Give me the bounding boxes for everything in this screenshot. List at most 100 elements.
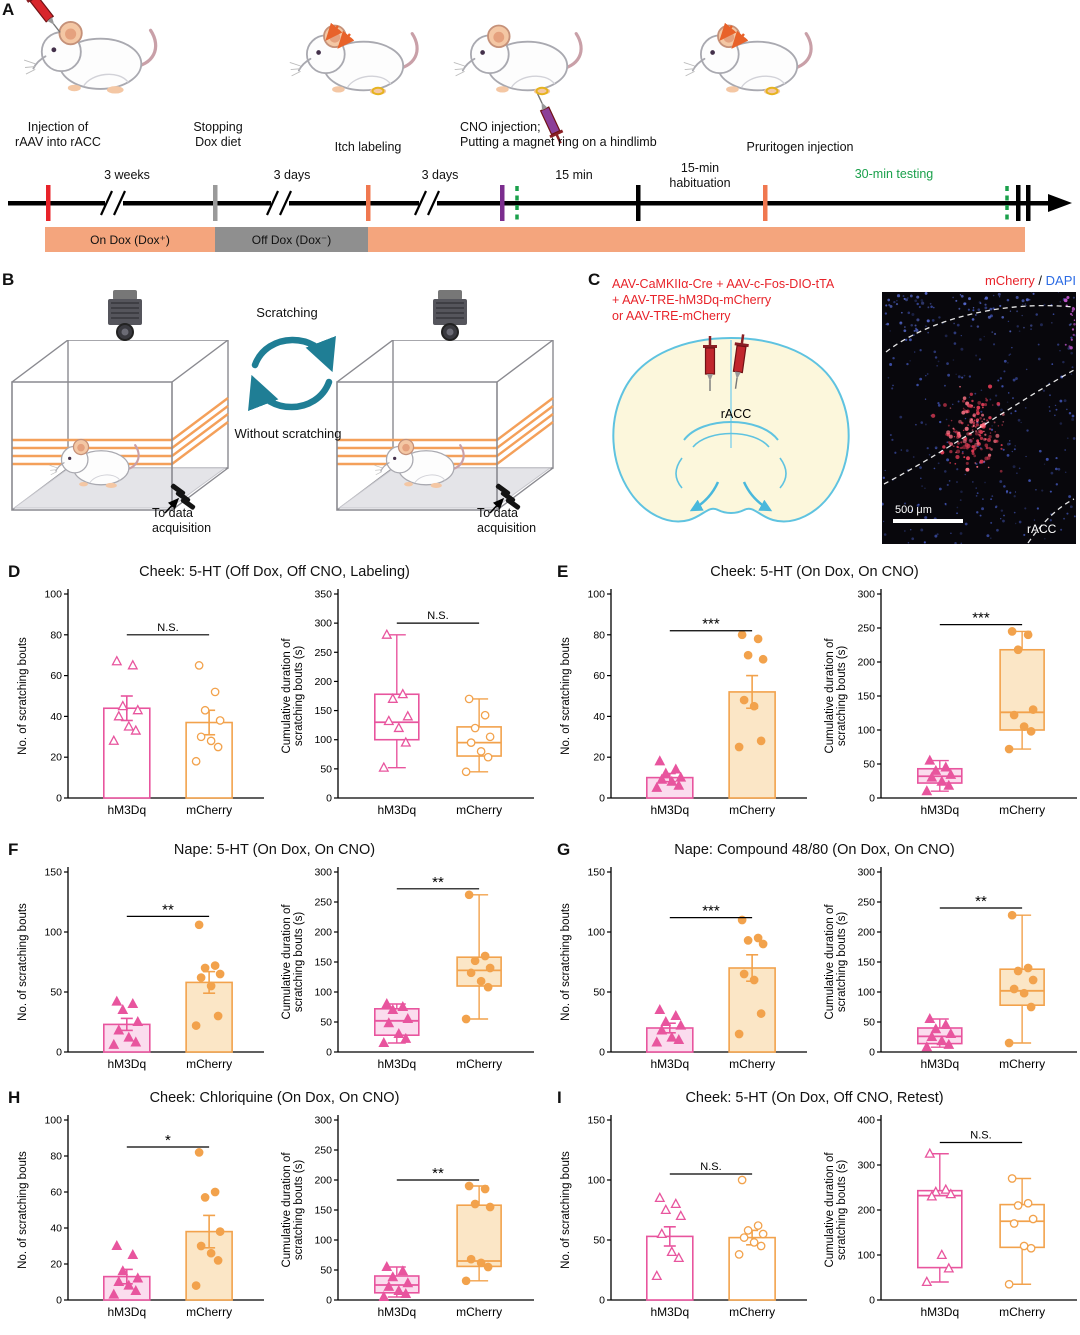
bar-chart: 0 50 100 150 No. of scratching bouts hM3Dq mCh… bbox=[560, 867, 807, 1071]
data-point bbox=[213, 1011, 223, 1021]
data-point bbox=[485, 963, 495, 973]
y-tick-label: 50 bbox=[320, 763, 332, 775]
data-point bbox=[940, 1019, 952, 1030]
label-cno-injection: CNO injection; Putting a magnet ring on … bbox=[460, 120, 657, 150]
y-tick-label: 80 bbox=[593, 629, 605, 641]
data-point bbox=[117, 1004, 129, 1015]
data-point bbox=[673, 1252, 685, 1263]
panel-e-label: E bbox=[557, 562, 569, 581]
data-point bbox=[108, 1288, 120, 1299]
data-point bbox=[111, 655, 123, 666]
micrograph-cells bbox=[882, 292, 1076, 544]
data-point bbox=[397, 1001, 409, 1012]
data-point bbox=[924, 754, 936, 765]
chamber-illustration bbox=[10, 340, 230, 512]
y-tick-label: 400 bbox=[857, 1115, 875, 1127]
data-point bbox=[113, 710, 125, 721]
y-tick-label: 200 bbox=[314, 1175, 332, 1187]
data-point bbox=[213, 742, 223, 752]
off-dox-bar: Off Dox (Dox⁻) bbox=[215, 227, 368, 252]
label-without-scratching: Without scratching bbox=[234, 426, 342, 441]
y-tick-label: 0 bbox=[869, 793, 875, 805]
data-point bbox=[483, 1262, 493, 1272]
data-point bbox=[1007, 1174, 1017, 1183]
y-axis-label: No. of scratching bouts bbox=[17, 903, 29, 1021]
data-point bbox=[206, 736, 216, 746]
data-point bbox=[476, 1258, 486, 1268]
x-category-label: hM3Dq bbox=[377, 1057, 416, 1071]
data-point bbox=[111, 995, 123, 1006]
data-point bbox=[758, 939, 768, 949]
tick-habituation bbox=[636, 185, 641, 221]
data-point bbox=[945, 768, 957, 779]
data-point bbox=[1004, 1038, 1014, 1048]
data-point bbox=[651, 781, 663, 792]
y-tick-label: 200 bbox=[857, 657, 875, 669]
data-point bbox=[402, 1013, 414, 1024]
data-point bbox=[926, 1190, 938, 1201]
y-axis-label: No. of scratching bouts bbox=[560, 637, 572, 755]
brain-diagram: rACC bbox=[612, 333, 850, 523]
y-tick-label: 20 bbox=[50, 1259, 62, 1271]
data-point bbox=[127, 998, 139, 1009]
data-point bbox=[123, 1031, 135, 1042]
scale-bar bbox=[893, 519, 963, 523]
data-point bbox=[749, 1238, 759, 1247]
data-point bbox=[924, 1013, 936, 1024]
camera-icon bbox=[432, 290, 468, 341]
data-point bbox=[749, 701, 759, 711]
y-tick-label: 60 bbox=[50, 1187, 62, 1199]
timeline-illustration bbox=[8, 0, 1072, 221]
data-point bbox=[117, 1265, 129, 1276]
data-point bbox=[123, 720, 135, 731]
chart-duration: 0 100 200 300 400 Cumulative duration of scrat… bbox=[823, 1108, 1080, 1335]
y-tick-label: 150 bbox=[587, 1115, 605, 1127]
data-point bbox=[651, 1270, 663, 1281]
tick-cno bbox=[500, 185, 505, 221]
data-point bbox=[924, 1147, 936, 1158]
y-tick-label: 50 bbox=[593, 1235, 605, 1247]
data-point bbox=[654, 1192, 666, 1203]
panel-h-label: H bbox=[8, 1088, 21, 1107]
data-point bbox=[734, 1250, 744, 1259]
data-point bbox=[734, 742, 744, 752]
label-15-min: 15 min bbox=[555, 168, 593, 182]
y-tick-label: 300 bbox=[314, 867, 332, 879]
box-mCherry bbox=[999, 1203, 1045, 1249]
chart-bouts: 0 20 40 60 80 100 No. of scratching bouts hM3Dq… bbox=[553, 582, 813, 833]
x-category-label: hM3Dq bbox=[920, 1305, 959, 1319]
y-tick-label: 200 bbox=[314, 927, 332, 939]
data-point bbox=[466, 968, 476, 978]
y-tick-label: 300 bbox=[314, 1115, 332, 1127]
data-point bbox=[660, 1204, 672, 1215]
chart-duration: 0 50 100 150 200 250 300 Cumulative duration of… bbox=[280, 860, 540, 1087]
data-point bbox=[660, 767, 672, 778]
data-point bbox=[756, 1009, 766, 1018]
panel-b: B Scratching Without scratching To data … bbox=[0, 270, 580, 560]
data-point bbox=[926, 1031, 938, 1042]
significance-label: *** bbox=[702, 903, 720, 920]
significance-label: N.S. bbox=[700, 1161, 721, 1173]
panel-h-title: Cheek: Chloriquine (On Dox, On CNO) bbox=[149, 1090, 400, 1106]
x-category-label: mCherry bbox=[456, 1057, 502, 1071]
data-point bbox=[1019, 722, 1029, 731]
chart-duration: 0 50 100 150 200 250 300 350 Cumulative duration… bbox=[280, 582, 540, 833]
data-point bbox=[1019, 1241, 1029, 1251]
y-tick-label: 100 bbox=[857, 1250, 875, 1262]
data-point bbox=[400, 1288, 412, 1299]
y-tick-label: 20 bbox=[593, 752, 605, 764]
y-tick-label: 100 bbox=[587, 589, 605, 601]
y-tick-label: 0 bbox=[599, 1047, 605, 1059]
data-point bbox=[483, 752, 493, 762]
y-tick-label: 50 bbox=[863, 1017, 875, 1029]
chart-duration: 0 50 100 150 200 250 300 Cumulative duration of… bbox=[823, 582, 1080, 833]
label-stopping-dox: Stopping Dox diet bbox=[193, 120, 243, 150]
data-point bbox=[480, 951, 490, 961]
y-tick-label: 0 bbox=[869, 1295, 875, 1307]
y-tick-label: 80 bbox=[50, 1151, 62, 1163]
data-point bbox=[654, 755, 666, 766]
bar-chart: 0 50 100 150 No. of scratching bouts hM3Dq mCh… bbox=[17, 867, 264, 1071]
data-point bbox=[651, 1036, 663, 1047]
data-point bbox=[943, 1038, 955, 1049]
data-point bbox=[464, 890, 474, 900]
